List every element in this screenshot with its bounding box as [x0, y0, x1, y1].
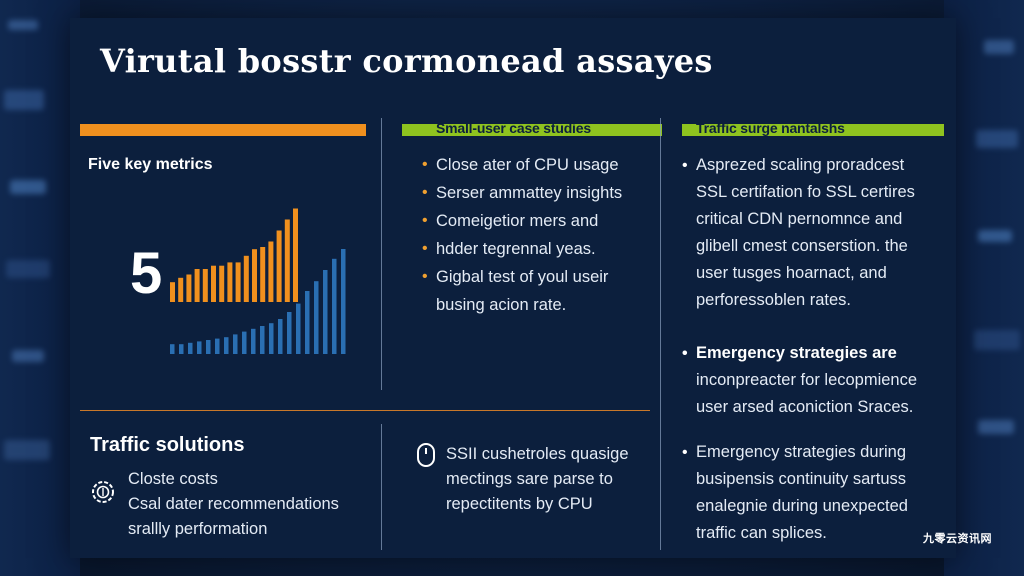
chart-bar-blue — [287, 312, 292, 354]
watermark-logo: 九零云资讯网 — [923, 533, 992, 545]
text-line: SSII cushetroles quasige — [446, 445, 629, 463]
list-item: • Emergency strategies are — [682, 340, 917, 367]
chart-bar-blue — [314, 281, 319, 354]
ssl-note-lines: SSII cushetroles quasige mectings sare p… — [446, 442, 629, 517]
list-item-continuation: critical CDN pernomnce and — [696, 210, 903, 228]
bullet-dot: • — [422, 184, 428, 201]
slide-title: Virutal bosstr cormonead assayes — [100, 42, 713, 80]
background-server-left — [0, 0, 80, 576]
chart-bar-orange — [243, 255, 249, 302]
chart-bar-orange — [186, 274, 192, 302]
bullet-dot: • — [682, 345, 688, 362]
list-item: • Close ater of CPU usage — [422, 151, 622, 179]
chart-bar-blue — [269, 323, 274, 354]
chart-bar-orange — [284, 219, 290, 302]
chart-bar-orange — [202, 269, 208, 302]
chart-bar-blue — [188, 342, 193, 354]
traffic-solutions-heading: Traffic solutions — [90, 434, 245, 456]
chart-bar-orange — [194, 269, 200, 302]
bullet-dot: • — [422, 212, 428, 229]
background-server-right — [944, 0, 1024, 576]
col3-block-3: • Emergency strategies during busipensis … — [682, 439, 908, 547]
list-item-continuation: user arsed aconiction Sraces. — [696, 398, 914, 416]
orange-header-bar — [80, 124, 366, 136]
list-item-continuation: busipensis continuity sartuss — [696, 470, 907, 488]
list-item-continuation: perforessoblen rates. — [696, 291, 852, 309]
traffic-solutions-lines: Closte costs Csal dater recommendations … — [128, 467, 339, 542]
chart-bar-orange — [211, 265, 216, 302]
col3-block-1: • Asprezed scaling proradcest SSL certifa… — [682, 152, 915, 314]
list-item-continuation: busing acion rate. — [436, 296, 567, 314]
chart-bar-blue — [224, 337, 229, 354]
chart-bar-blue — [242, 331, 247, 354]
chart-bar-orange — [219, 265, 225, 302]
chart-bar-blue — [215, 338, 220, 354]
divider-3 — [381, 424, 382, 550]
chart-bar-orange — [276, 230, 282, 302]
horizontal-divider — [80, 410, 650, 411]
chart-bar-blue — [305, 291, 310, 354]
text-line: Csal dater recommendations — [128, 495, 339, 513]
chart-bar-orange — [252, 249, 257, 302]
chart-bar-orange — [178, 277, 184, 302]
list-item: • Serser ammattey insights — [422, 179, 622, 207]
chart-bar-blue — [179, 344, 184, 354]
col2-bullet-list: • Close ater of CPU usage • Serser ammatte… — [422, 151, 622, 319]
list-item-continuation: inconpreacter for lecopmience — [696, 371, 918, 389]
text-line: Closte costs — [128, 470, 218, 488]
list-item-continuation: enalegnie during unexpected — [696, 497, 908, 515]
chart-bar-blue — [233, 334, 238, 354]
metrics-heading: Five key metrics — [88, 156, 213, 173]
list-item: • Emergency strategies during — [682, 439, 908, 466]
col3-block-2: • Emergency strategies are inconpreacter … — [682, 340, 917, 421]
list-item: • Comeigetior mers and — [422, 207, 622, 235]
chart-bar-blue — [278, 319, 283, 354]
divider-2 — [660, 118, 661, 550]
list-item: • Asprezed scaling proradcest — [682, 152, 915, 179]
chart-bar-blue — [197, 341, 202, 354]
gear-dollar-icon — [92, 481, 114, 503]
chart-bar-orange — [170, 282, 175, 302]
green-header-bar-2 — [682, 124, 944, 136]
list-item-continuation: SSL certifation fo SSL certires — [696, 183, 915, 201]
list-item: • hdder tegrennal yeas. — [422, 235, 622, 263]
bullet-dot: • — [422, 240, 428, 257]
chart-bar-blue — [170, 344, 175, 354]
text-line: srallly performation — [128, 520, 268, 538]
chart-bar-blue — [296, 303, 301, 354]
col2-header-label: Small-user case studies — [436, 120, 591, 136]
chart-bar-orange — [260, 247, 266, 302]
big-number: 5 — [130, 241, 163, 306]
chart-bar-blue — [251, 328, 256, 354]
bullet-dot: • — [422, 268, 428, 285]
list-item: • Gigbal test of youl useir — [422, 263, 622, 291]
col3-header-label: Traffic surge nantalshs — [696, 120, 845, 136]
chart-bar-orange — [227, 262, 233, 302]
chart-bar-blue — [206, 340, 211, 354]
list-item-continuation: glibell cmest conserstion. the — [696, 237, 908, 255]
list-item-continuation: user tusges hoarnact, and — [696, 264, 887, 282]
bullet-dot: • — [422, 156, 428, 173]
chart-bar-orange — [268, 241, 274, 302]
chart-bar-blue — [332, 258, 337, 354]
green-header-bar-1 — [402, 124, 662, 136]
chart-bar-orange — [235, 262, 241, 302]
bullet-dot: • — [682, 157, 688, 174]
text-line: repectitents by CPU — [446, 495, 593, 513]
mouse-pointer-icon — [417, 443, 435, 467]
divider-1 — [381, 118, 382, 390]
chart-bar-blue — [323, 270, 328, 354]
list-item-continuation: traffic can splices. — [696, 524, 827, 542]
chart-bar-blue — [341, 249, 346, 354]
text-line: mectings sare parse to — [446, 470, 613, 488]
metrics-bar-chart — [170, 208, 346, 354]
chart-bar-blue — [260, 326, 265, 354]
content-panel: Virutal bosstr cormonead assayes Small-u… — [70, 18, 956, 558]
chart-bar-orange — [293, 208, 298, 302]
bullet-dot: • — [682, 444, 688, 461]
